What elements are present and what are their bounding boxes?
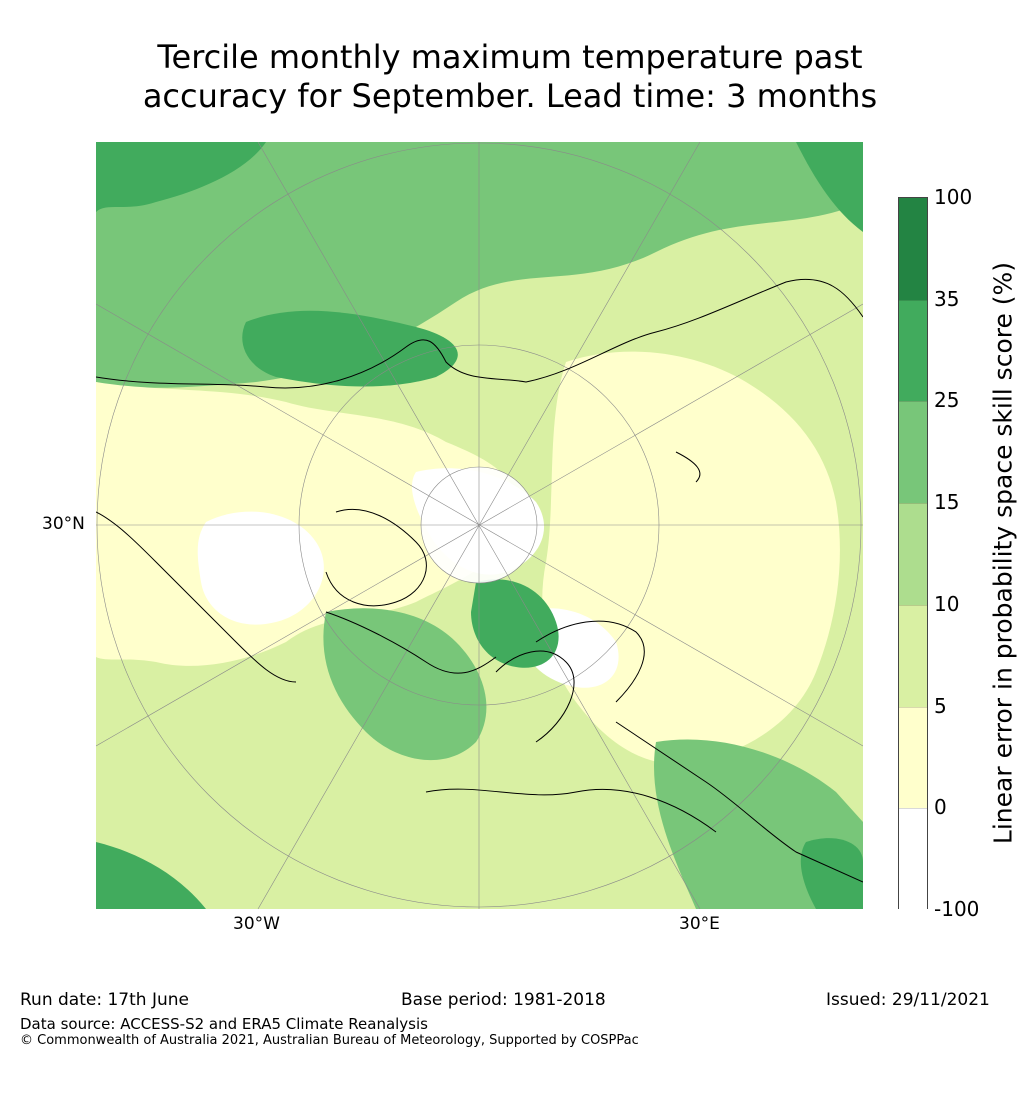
graticule [96,142,863,909]
colorbar-tick-label: 15 [934,490,960,515]
colorbar-bin [899,604,927,708]
skill-region [96,142,266,212]
colorbar-label: Linear error in probability space skill … [988,261,1018,845]
colorbar-tick-label: 25 [934,388,960,413]
colorbar-bin [899,706,927,810]
colorbar-tick-label: 35 [934,286,960,311]
skill-region [96,842,206,909]
skill-region [800,838,863,909]
colorbar-tick-label: 10 [934,591,960,616]
skill-region [323,608,487,761]
colorbar-bin [899,808,927,911]
chart-title: Tercile monthly maximum temperature past… [0,38,1020,116]
skill-region [471,579,559,668]
skill-region [96,382,518,666]
data-source: Data source: ACCESS-S2 and ERA5 Climate … [20,1015,428,1033]
colorbar-bin [899,503,927,606]
colorbar-bin [899,401,927,505]
colorbar-bin [899,299,927,403]
skill-region [242,310,458,387]
colorbar-tick-label: -100 [934,897,980,921]
colorbar-tick-label: 0 [934,795,947,820]
skill-region [197,511,324,625]
title-line-1: Tercile monthly maximum temperature past [157,38,863,76]
base-period: Base period: 1981-2018 [401,990,606,1010]
copyright: © Commonwealth of Australia 2021, Austra… [20,1033,639,1048]
colorbar-bin [899,198,927,300]
polar-map [96,142,863,909]
issued-date: Issued: 29/11/2021 [826,990,990,1010]
coastlines [96,278,863,883]
map-graphic [96,142,863,909]
colorbar-tick-label: 100 [934,185,973,209]
colorbar [898,197,928,911]
run-date: Run date: 17th June [20,990,189,1010]
title-line-2: accuracy for September. Lead time: 3 mon… [142,77,878,115]
lon-label-30w: 30°W [233,914,280,934]
skill-region [796,142,863,232]
colorbar-tick-label: 5 [934,693,947,718]
lon-label-30e: 30°E [679,914,720,934]
lat-label-30n: 30°N [42,514,85,534]
